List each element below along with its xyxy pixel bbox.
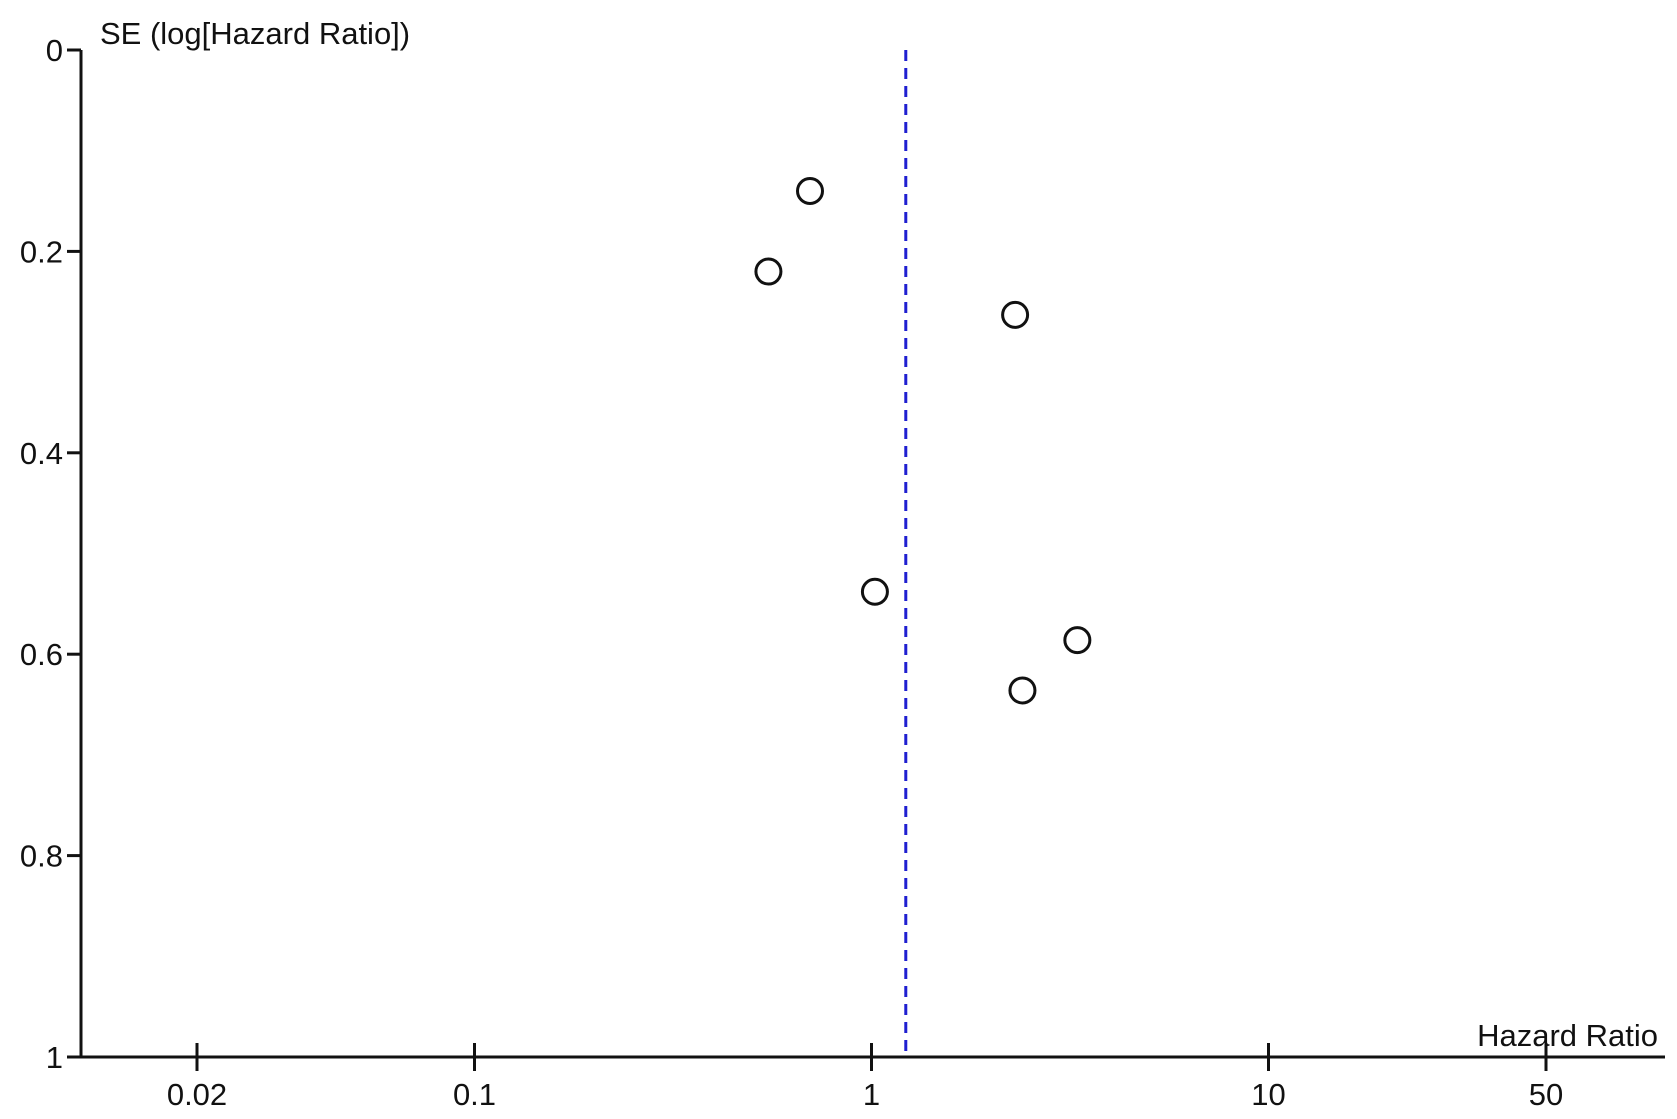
y-tick-label: 0.4	[20, 436, 63, 471]
y-tick-label: 0.2	[20, 234, 63, 269]
x-tick-label: 50	[1529, 1077, 1563, 1112]
y-tick-label: 0	[46, 33, 63, 68]
study-point	[796, 176, 825, 205]
x-axis: 0.02 0.1 1 10 50	[81, 1043, 1665, 1112]
y-tick-label: 1	[46, 1040, 63, 1075]
y-tick-label: 0.6	[20, 637, 63, 672]
x-tick-label: 0.1	[453, 1077, 496, 1112]
study-point	[754, 257, 783, 286]
x-axis-title: Hazard Ratio	[1477, 1018, 1658, 1053]
y-axis: 0 0.2 0.4 0.6 0.8 1	[20, 33, 83, 1075]
y-axis-title: SE (log[Hazard Ratio])	[100, 16, 410, 51]
x-tick-label: 1	[863, 1077, 880, 1112]
study-point	[1001, 300, 1030, 329]
y-tick-label: 0.8	[20, 839, 63, 874]
study-point	[1008, 676, 1037, 705]
data-points	[754, 176, 1092, 705]
study-point	[1063, 626, 1092, 655]
x-tick-label: 10	[1251, 1077, 1285, 1112]
x-tick-label: 0.02	[167, 1077, 227, 1112]
study-point	[860, 577, 889, 606]
